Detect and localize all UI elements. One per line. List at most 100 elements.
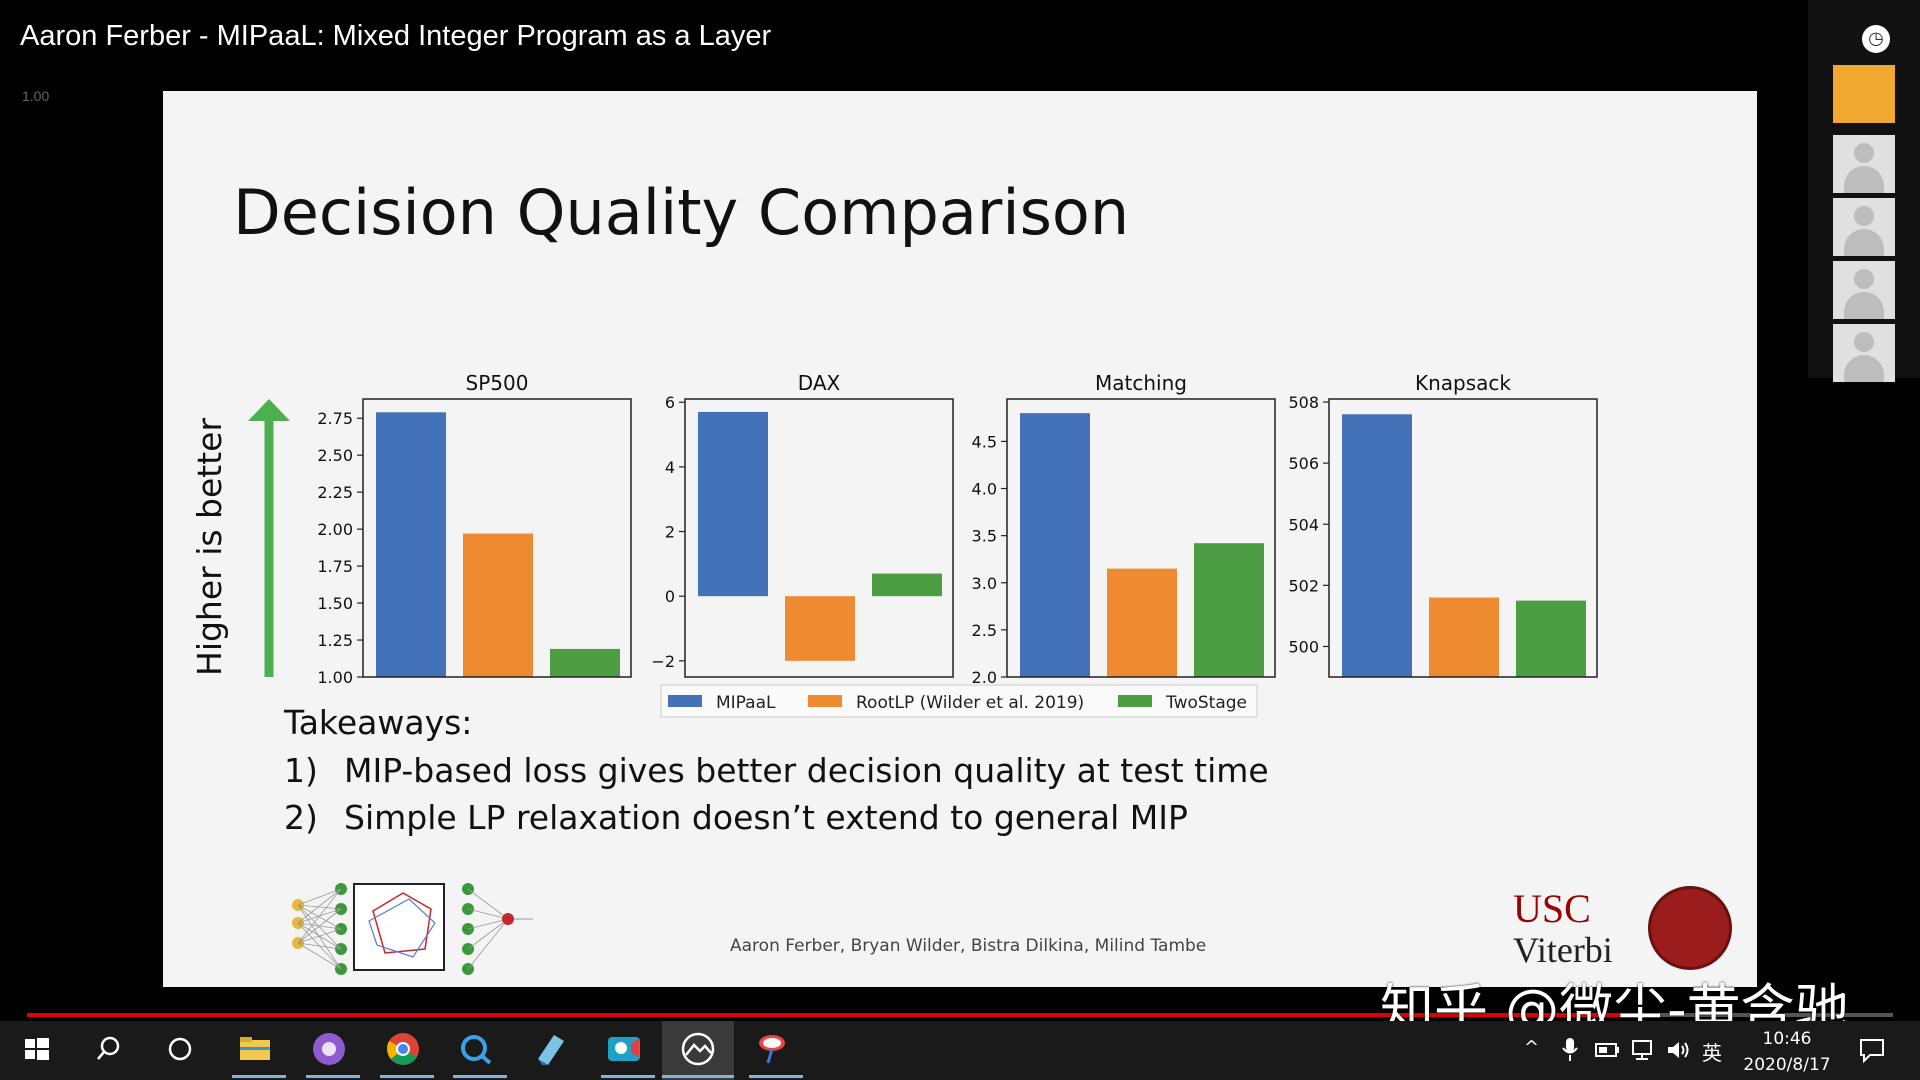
y-tick-label: 6 bbox=[665, 393, 675, 412]
y-tick-label: 504 bbox=[1288, 515, 1319, 534]
usc-logo: USC bbox=[1513, 886, 1591, 931]
chart-frame bbox=[362, 398, 632, 678]
chart-matching: Matching 2.0 2.5 3.0 3.5 4.0 4.5 bbox=[972, 371, 1276, 687]
y-tick-label: 2.5 bbox=[972, 621, 997, 640]
charts-svg: SP5001.001.251.501.752.002.252.502.75DAX… bbox=[248, 371, 1598, 975]
notes-icon[interactable] bbox=[530, 1029, 570, 1069]
y-tick-label: 0 bbox=[665, 587, 675, 606]
bar-dax-0 bbox=[698, 411, 768, 597]
legend-swatch-0 bbox=[668, 695, 702, 707]
y-tick-label: −2 bbox=[651, 652, 675, 671]
participant-avatar-3[interactable] bbox=[1833, 261, 1895, 319]
notification-icon[interactable] bbox=[1858, 1037, 1886, 1063]
bar-dax-2 bbox=[872, 573, 942, 597]
slide: Decision Quality Comparison Higher is be… bbox=[163, 91, 1757, 987]
chart-title: Matching bbox=[1095, 371, 1187, 395]
clock-icon[interactable]: ◷ bbox=[1862, 25, 1890, 53]
taskbar-date: 2020/8/17 bbox=[1743, 1055, 1831, 1075]
bar-sp500-1 bbox=[463, 533, 533, 677]
slide-title: Decision Quality Comparison bbox=[233, 176, 1130, 249]
legend-label-0: MIPaaL bbox=[716, 693, 776, 713]
y-tick-label: 2.25 bbox=[317, 483, 353, 502]
chart-frame bbox=[1328, 398, 1598, 678]
y-tick-label: 502 bbox=[1288, 576, 1319, 595]
y-tick-label: 2.50 bbox=[317, 446, 353, 465]
chart-knapsack: Knapsack 500 502 504 506 508 bbox=[1288, 371, 1598, 678]
app-icon[interactable] bbox=[309, 1029, 349, 1069]
y-tick-label: 2.0 bbox=[972, 668, 997, 687]
chart-title: DAX bbox=[798, 371, 841, 395]
network-diagram-icon bbox=[292, 883, 533, 975]
bar-matching-0 bbox=[1020, 413, 1090, 677]
takeaways-title: Takeaways: bbox=[284, 703, 473, 742]
higher-arrow bbox=[248, 399, 290, 677]
participant-video-thumb[interactable] bbox=[1833, 65, 1895, 123]
participant-avatar-4[interactable] bbox=[1833, 324, 1895, 382]
bar-matching-2 bbox=[1194, 543, 1264, 677]
tray-chevron-up-icon[interactable]: ^ bbox=[1524, 1037, 1540, 1058]
chart-frame bbox=[1006, 398, 1276, 678]
bar-sp500-2 bbox=[550, 648, 620, 677]
y-tick-label: 1.00 bbox=[317, 668, 353, 687]
bar-matching-1 bbox=[1107, 568, 1177, 677]
taskbar: ^ 英 10:46 2020/8/17 bbox=[0, 1021, 1920, 1080]
video-progress-bar[interactable] bbox=[27, 1013, 1893, 1017]
tool-icon[interactable] bbox=[752, 1029, 792, 1069]
cortana-icon[interactable] bbox=[160, 1029, 200, 1069]
y-tick-label: 3.0 bbox=[972, 574, 997, 593]
bar-dax-1 bbox=[785, 596, 855, 661]
chart-legend: MIPaaL RootLP (Wilder et al. 2019) TwoStag… bbox=[660, 684, 1258, 718]
browser-icon[interactable] bbox=[456, 1029, 496, 1069]
windows-start-icon[interactable] bbox=[16, 1029, 56, 1069]
volume-icon[interactable] bbox=[1666, 1039, 1692, 1061]
chart-title: SP500 bbox=[466, 371, 529, 395]
bar-knapsack-1 bbox=[1429, 597, 1499, 677]
window-title: Aaron Ferber - MIPaaL: Mixed Integer Pro… bbox=[20, 20, 772, 52]
bar-sp500-0 bbox=[376, 412, 446, 677]
y-tick-label: 1.75 bbox=[317, 557, 353, 576]
battery-icon[interactable] bbox=[1594, 1039, 1622, 1061]
harvard-shield-icon bbox=[1648, 886, 1732, 970]
chart-dax: DAX −2 0 2 4 6 bbox=[651, 371, 954, 678]
y-tick-label: 2.75 bbox=[317, 409, 353, 428]
y-tick-label: 500 bbox=[1288, 637, 1319, 656]
y-tick-label: 4.5 bbox=[972, 432, 997, 451]
taskbar-time: 10:46 bbox=[1762, 1029, 1812, 1049]
file-explorer-icon[interactable] bbox=[235, 1029, 275, 1069]
ime-indicator[interactable]: 英 bbox=[1702, 1041, 1722, 1065]
viterbi-logo: Viterbi bbox=[1513, 930, 1613, 970]
y-tick-label: 4.0 bbox=[972, 480, 997, 499]
y-tick-label: 4 bbox=[665, 458, 675, 477]
network-icon[interactable] bbox=[1630, 1039, 1658, 1061]
chart-sp500: SP500 1.00 1.25 1.50 1.75 2.00 2.25 2.50 2.75 bbox=[317, 371, 632, 687]
playback-speed[interactable]: 1.00 bbox=[22, 88, 50, 104]
authors: Aaron Ferber, Bryan Wilder, Bistra Dilki… bbox=[730, 936, 1207, 956]
video-progress-fill bbox=[27, 1013, 1632, 1017]
search-icon[interactable] bbox=[88, 1029, 128, 1069]
participant-avatar-2[interactable] bbox=[1833, 198, 1895, 256]
legend-label-1: RootLP (Wilder et al. 2019) bbox=[856, 693, 1084, 713]
chart-title: Knapsack bbox=[1415, 371, 1511, 395]
takeaway-2: 2) Simple LP relaxation doesn’t extend to… bbox=[284, 798, 1188, 837]
microphone-icon[interactable] bbox=[1560, 1037, 1580, 1063]
y-tick-label: 2 bbox=[665, 523, 675, 542]
takeaway-2-number: 2) bbox=[284, 798, 318, 837]
takeaway-1: 1) MIP-based loss gives better decision q… bbox=[284, 751, 1269, 790]
photos-icon[interactable] bbox=[678, 1029, 718, 1069]
clock-datetime[interactable]: 10:46 2020/8/17 bbox=[1742, 1026, 1832, 1078]
y-tick-label: 1.25 bbox=[317, 631, 353, 650]
y-tick-label: 1.50 bbox=[317, 594, 353, 613]
bar-knapsack-0 bbox=[1342, 414, 1412, 677]
takeaway-1-text: MIP-based loss gives better decision qua… bbox=[344, 751, 1269, 790]
y-tick-label: 508 bbox=[1288, 393, 1319, 412]
y-tick-label: 506 bbox=[1288, 454, 1319, 473]
chrome-icon[interactable] bbox=[383, 1029, 423, 1069]
participant-avatar-1[interactable] bbox=[1833, 135, 1895, 193]
bar-knapsack-2 bbox=[1516, 600, 1586, 677]
legend-label-2: TwoStage bbox=[1165, 693, 1247, 713]
y-tick-label: 2.00 bbox=[317, 520, 353, 539]
legend-swatch-1 bbox=[808, 695, 842, 707]
takeaway-1-number: 1) bbox=[284, 751, 318, 790]
y-tick-label: 3.5 bbox=[972, 527, 997, 546]
video-app-icon[interactable] bbox=[604, 1029, 644, 1069]
